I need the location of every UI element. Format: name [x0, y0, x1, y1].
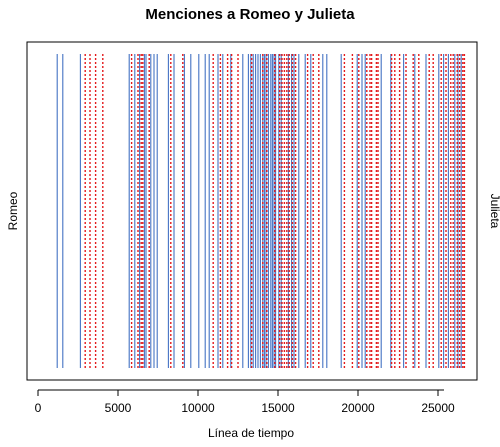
- x-tick-label: 5000: [105, 401, 132, 415]
- x-tick-label: 10000: [181, 401, 215, 415]
- x-tick-label: 20000: [341, 401, 375, 415]
- julieta-series: [84, 54, 466, 368]
- plot-frame: [26, 41, 478, 381]
- x-tick-label: 25000: [421, 401, 455, 415]
- x-tick-label: 15000: [261, 401, 295, 415]
- x-axis-ticks: 0 5000 10000 15000 20000 25000: [35, 390, 455, 415]
- romeo-axis-label: Romeo: [6, 191, 20, 230]
- julieta-axis-label: Julieta: [488, 194, 500, 229]
- romeo-series: [56, 54, 462, 368]
- x-tick-label: 0: [35, 401, 42, 415]
- chart-title: Menciones a Romeo y Julieta: [145, 6, 355, 23]
- x-axis-label: Línea de tiempo: [208, 426, 294, 440]
